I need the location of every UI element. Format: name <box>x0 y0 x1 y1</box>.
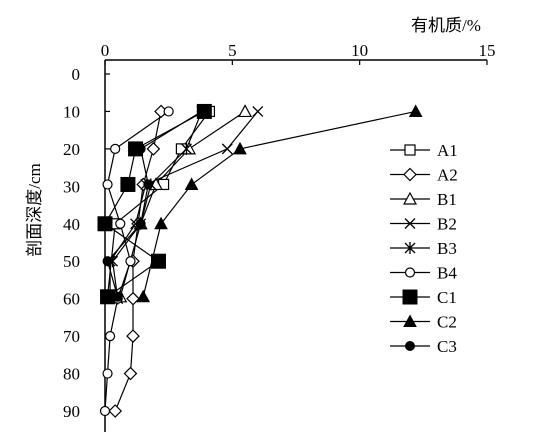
marker-c2 <box>136 289 151 303</box>
series-line-a1 <box>106 111 210 297</box>
marker-b4 <box>102 179 113 190</box>
legend-marker-b1 <box>402 191 418 205</box>
y-tick-label: 50 <box>63 252 80 271</box>
y-tick-label: 0 <box>72 65 81 84</box>
legend-marker-a1 <box>404 144 416 156</box>
y-tick-label: 70 <box>63 327 80 346</box>
legend-label-c1: C1 <box>437 288 457 307</box>
y-tick-label: 30 <box>63 177 80 196</box>
marker-b1 <box>238 104 253 118</box>
marker-c2 <box>408 104 423 117</box>
legend: A1 A2 B1 B2 B3 B4 C1 C2 C3 <box>390 141 458 356</box>
marker-c1 <box>100 289 116 305</box>
y-tick-label: 80 <box>63 365 80 384</box>
y-ticks: 0 10 20 30 40 50 60 70 80 90 <box>63 65 110 421</box>
legend-label-a1: A1 <box>437 141 458 160</box>
marker-b4 <box>110 143 121 154</box>
x-tick-label: 15 <box>479 41 496 60</box>
series-line-c1 <box>104 110 205 298</box>
marker-b4 <box>115 218 126 229</box>
marker-b4 <box>125 256 136 267</box>
legend-marker-c3 <box>405 341 415 351</box>
marker-c2 <box>233 141 247 155</box>
marker-a2 <box>126 291 140 306</box>
marker-c3 <box>112 291 123 302</box>
x-tick-label: 5 <box>228 41 237 60</box>
legend-label-a2: A2 <box>437 166 458 185</box>
marker-c3 <box>135 218 146 229</box>
legend-marker-c2 <box>403 314 417 327</box>
legend-marker-b2 <box>404 218 416 229</box>
marker-c1 <box>97 216 113 232</box>
marker-b3 <box>181 142 192 155</box>
series-line-c3 <box>106 110 203 297</box>
legend-label-b1: B1 <box>437 190 457 209</box>
series-markers <box>97 103 423 418</box>
marker-a2 <box>123 366 138 381</box>
marker-b2 <box>221 143 233 155</box>
x-tick-label: 0 <box>101 41 110 60</box>
legend-label-b3: B3 <box>437 239 457 258</box>
marker-c2 <box>154 216 168 230</box>
legend-marker-a2 <box>403 167 417 182</box>
legend-marker-b4 <box>404 267 416 278</box>
marker-b4 <box>163 106 174 117</box>
x-ticks: 0 5 10 15 <box>101 41 496 65</box>
y-axis-label: 剖面深度/cm <box>25 163 44 257</box>
legend-label-c3: C3 <box>437 337 457 356</box>
series-line-c2 <box>142 110 416 297</box>
marker-b4 <box>104 331 116 342</box>
marker-c3 <box>143 179 154 190</box>
marker-c3 <box>135 143 146 154</box>
x-axis-label: 有机质/% <box>411 16 481 35</box>
legend-label-b4: B4 <box>437 264 457 283</box>
x-tick-label: 10 <box>351 41 368 60</box>
legend-marker-b3 <box>404 242 416 254</box>
legend-label-c2: C2 <box>437 313 457 332</box>
marker-c1 <box>120 176 136 192</box>
marker-b4 <box>99 405 111 417</box>
marker-a2 <box>108 404 123 418</box>
marker-b2 <box>252 105 264 117</box>
y-tick-label: 20 <box>63 140 80 159</box>
legend-label-b2: B2 <box>437 215 457 234</box>
series-line-b2 <box>109 111 259 299</box>
y-tick-label: 60 <box>63 290 80 309</box>
y-tick-label: 10 <box>63 102 80 121</box>
marker-a2 <box>126 329 140 343</box>
marker-c2 <box>184 177 199 190</box>
y-tick-label: 90 <box>63 402 80 421</box>
y-tick-label: 40 <box>63 215 80 234</box>
marker-c3 <box>196 106 207 117</box>
marker-a2 <box>146 142 161 156</box>
legend-marker-c1 <box>402 289 418 305</box>
marker-c1 <box>150 253 166 269</box>
marker-c3 <box>102 256 113 267</box>
marker-b4 <box>102 368 113 379</box>
